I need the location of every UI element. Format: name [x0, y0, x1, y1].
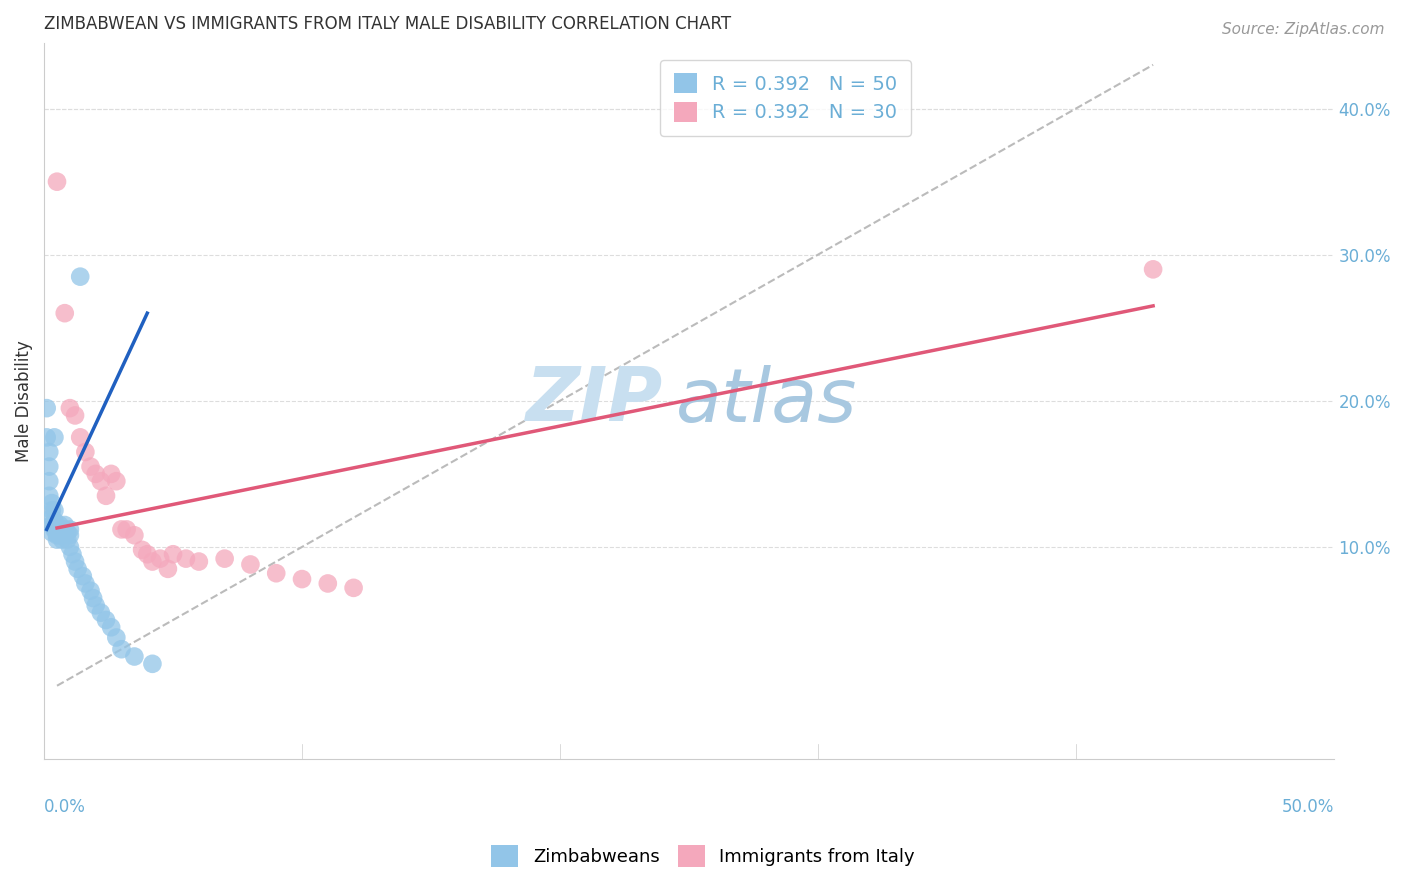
Point — [141, 657, 163, 671]
Point — [110, 523, 132, 537]
Point — [53, 518, 76, 533]
Point — [48, 518, 70, 533]
Point — [59, 401, 82, 416]
Text: ZIP: ZIP — [526, 364, 664, 437]
Point — [79, 583, 101, 598]
Point — [53, 528, 76, 542]
Point — [41, 518, 63, 533]
Point — [38, 474, 60, 488]
Point — [72, 569, 94, 583]
Point — [100, 467, 122, 481]
Point — [38, 445, 60, 459]
Point — [100, 620, 122, 634]
Point — [63, 409, 86, 423]
Point — [124, 649, 146, 664]
Point — [35, 401, 58, 416]
Point — [187, 555, 209, 569]
Point — [63, 555, 86, 569]
Point — [46, 523, 69, 537]
Point — [124, 528, 146, 542]
Point — [41, 503, 63, 517]
Text: 0.0%: 0.0% — [44, 798, 86, 816]
Point — [156, 562, 179, 576]
Point — [44, 523, 66, 537]
Point — [1142, 262, 1164, 277]
Point — [149, 551, 172, 566]
Point — [94, 489, 117, 503]
Point — [79, 459, 101, 474]
Point — [51, 523, 73, 537]
Point — [56, 525, 79, 540]
Point — [131, 542, 153, 557]
Point — [46, 175, 69, 189]
Point — [53, 306, 76, 320]
Point — [48, 528, 70, 542]
Point — [48, 523, 70, 537]
Point — [51, 533, 73, 547]
Point — [41, 496, 63, 510]
Point — [59, 528, 82, 542]
Point — [35, 430, 58, 444]
Text: 50.0%: 50.0% — [1281, 798, 1334, 816]
Point — [69, 430, 91, 444]
Point — [105, 474, 128, 488]
Point — [59, 523, 82, 537]
Point — [174, 551, 197, 566]
Point — [115, 523, 138, 537]
Point — [291, 572, 314, 586]
Point — [38, 459, 60, 474]
Text: Source: ZipAtlas.com: Source: ZipAtlas.com — [1222, 22, 1385, 37]
Point — [41, 525, 63, 540]
Point — [38, 489, 60, 503]
Point — [44, 430, 66, 444]
Point — [66, 562, 89, 576]
Point — [75, 445, 97, 459]
Point — [90, 606, 112, 620]
Point — [136, 547, 159, 561]
Point — [44, 503, 66, 517]
Point — [84, 467, 107, 481]
Text: atlas: atlas — [676, 365, 858, 437]
Point — [214, 551, 236, 566]
Point — [51, 525, 73, 540]
Point — [239, 558, 262, 572]
Point — [90, 474, 112, 488]
Point — [110, 642, 132, 657]
Point — [56, 533, 79, 547]
Legend: Zimbabweans, Immigrants from Italy: Zimbabweans, Immigrants from Italy — [484, 838, 922, 874]
Point — [62, 547, 84, 561]
Point — [46, 533, 69, 547]
Point — [342, 581, 364, 595]
Point — [162, 547, 184, 561]
Y-axis label: Male Disability: Male Disability — [15, 340, 32, 462]
Point — [46, 528, 69, 542]
Point — [94, 613, 117, 627]
Point — [59, 540, 82, 554]
Point — [75, 576, 97, 591]
Point — [44, 518, 66, 533]
Point — [84, 599, 107, 613]
Text: ZIMBABWEAN VS IMMIGRANTS FROM ITALY MALE DISABILITY CORRELATION CHART: ZIMBABWEAN VS IMMIGRANTS FROM ITALY MALE… — [44, 15, 731, 33]
Point — [69, 269, 91, 284]
Point — [46, 525, 69, 540]
Point — [264, 566, 287, 581]
Point — [82, 591, 104, 605]
Point — [105, 631, 128, 645]
Point — [53, 523, 76, 537]
Point — [41, 510, 63, 524]
Point — [316, 576, 339, 591]
Legend: R = 0.392   N = 50, R = 0.392   N = 30: R = 0.392 N = 50, R = 0.392 N = 30 — [659, 60, 911, 136]
Point — [44, 514, 66, 528]
Point — [141, 555, 163, 569]
